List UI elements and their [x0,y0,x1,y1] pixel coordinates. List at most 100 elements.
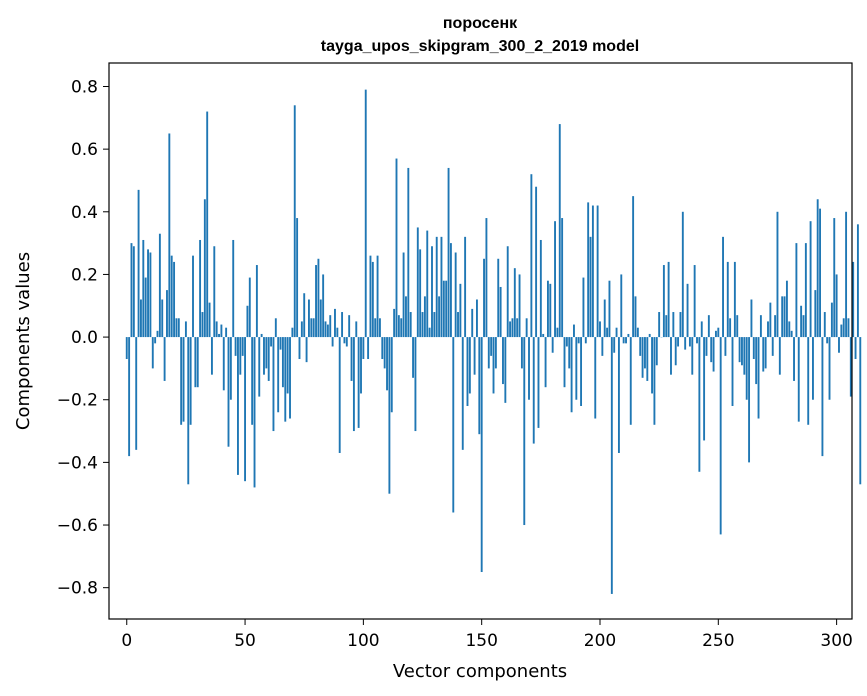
bar-component-19 [170,255,173,338]
bar-component-94 [348,315,351,338]
bar-component-117 [402,252,405,338]
bar-component-115 [397,315,400,338]
bar-component-232 [674,337,677,366]
bar-component-230 [670,337,672,375]
bar-component-175 [539,239,542,338]
bar-component-143 [464,236,467,338]
bar-component-161 [506,246,509,338]
y-tick-label: 0.0 [71,328,98,348]
bar-component-127 [426,230,429,338]
bar-component-56 [258,337,261,397]
bar-component-48 [239,337,242,375]
bar-component-141 [459,283,462,338]
bar-component-83 [322,274,325,338]
bar-component-24 [182,337,185,422]
bar-component-2 [130,243,133,338]
bar-component-208 [617,337,620,453]
bar-component-70 [291,327,294,338]
bar-component-296 [826,337,829,344]
bar-component-250 [717,327,720,338]
bar-component-273 [771,337,774,356]
bar-component-256 [731,337,734,406]
bar-component-103 [369,255,372,338]
bar-component-128 [428,327,431,338]
bar-component-172 [532,337,535,444]
bar-component-252 [722,236,724,338]
bar-component-107 [378,318,381,338]
bar-component-17 [166,290,168,338]
bar-component-187 [568,337,571,369]
bar-component-68 [286,337,289,394]
bar-component-71 [293,105,296,338]
bar-component-219 [644,337,646,369]
bar-component-235 [681,211,684,338]
bar-component-3 [132,246,135,338]
bar-component-162 [509,321,512,338]
bar-component-237 [686,283,689,338]
bar-component-18 [168,133,171,338]
bar-component-199 [596,205,599,338]
y-tick-label: 0.6 [71,140,98,160]
bar-component-212 [627,333,630,338]
bar-component-223 [653,337,656,425]
bar-component-215 [634,296,637,338]
bar-component-302 [840,324,843,338]
bar-component-209 [620,274,623,338]
bar-component-146 [471,308,474,338]
y-tick-label: −0.6 [57,516,98,536]
bar-component-92 [343,337,346,344]
bar-component-77 [308,299,310,338]
bar-component-202 [603,299,606,338]
bar-component-248 [712,337,715,372]
bar-component-93 [345,337,348,347]
bar-component-231 [672,312,675,338]
bar-component-157 [497,258,500,338]
bar-component-158 [499,286,502,338]
bar-component-125 [421,312,424,338]
bar-component-216 [636,327,639,338]
bar-component-293 [819,208,821,338]
bar-component-163 [511,318,514,338]
bar-component-30 [196,337,199,388]
bar-component-269 [762,337,765,372]
bar-component-292 [816,199,819,338]
bar-component-119 [407,167,410,338]
bar-component-69 [289,337,291,419]
bar-component-174 [537,337,540,428]
bar-component-276 [778,337,781,375]
bar-component-308 [854,337,857,360]
bar-component-22 [177,318,180,338]
bar-component-35 [208,302,211,338]
bar-component-214 [632,196,635,338]
bar-component-275 [776,211,779,338]
bar-component-74 [300,321,303,338]
bar-component-207 [615,327,618,338]
bar-component-91 [341,312,344,338]
bar-component-138 [452,337,455,513]
bar-component-271 [767,321,769,338]
x-tick-label: 0 [121,631,132,651]
bar-component-201 [601,337,604,356]
bar-component-39 [218,333,220,338]
chart-title: поросенк [443,15,518,32]
bar-component-204 [608,280,611,338]
bar-component-154 [490,337,493,356]
bar-component-16 [163,337,166,381]
bar-component-198 [594,337,597,419]
bar-component-121 [412,337,415,378]
bar-component-266 [755,337,758,385]
bar-component-43 [227,337,230,447]
bar-component-73 [298,337,301,360]
bar-component-263 [748,337,751,463]
bar-component-78 [310,318,313,338]
bar-component-264 [750,299,753,338]
bar-component-28 [192,255,194,338]
bar-component-239 [691,337,694,375]
bar-component-217 [639,337,642,356]
bar-component-95 [350,337,353,381]
y-tick-label: −0.4 [57,453,98,473]
bar-component-129 [431,246,433,338]
bar-component-170 [528,337,530,400]
bar-component-4 [135,337,138,450]
bar-component-41 [222,337,225,391]
